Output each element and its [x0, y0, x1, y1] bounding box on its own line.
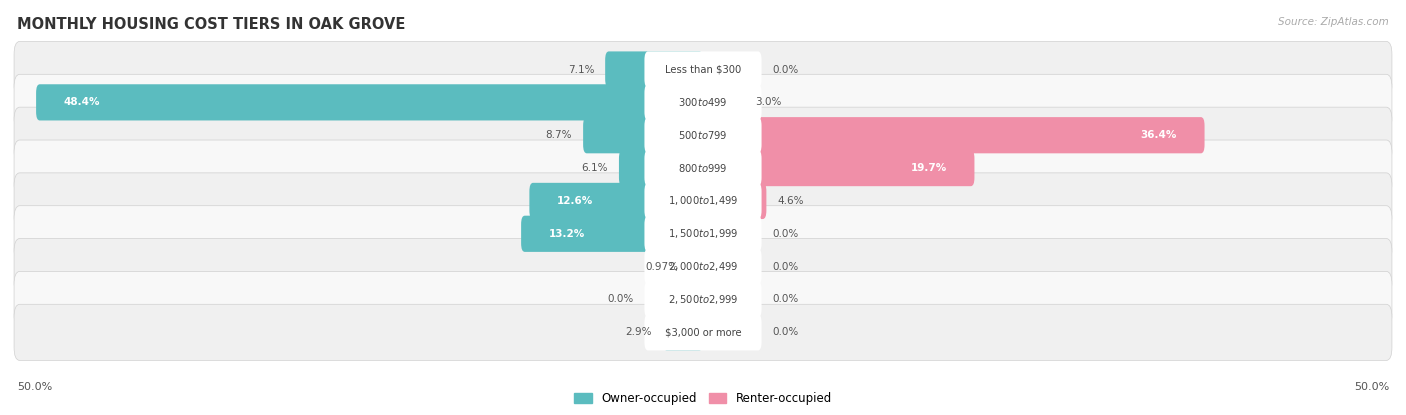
FancyBboxPatch shape — [644, 117, 762, 153]
FancyBboxPatch shape — [703, 150, 974, 186]
Text: 6.1%: 6.1% — [582, 163, 607, 173]
FancyBboxPatch shape — [522, 216, 703, 252]
FancyBboxPatch shape — [644, 249, 762, 285]
FancyBboxPatch shape — [530, 183, 703, 219]
Text: 8.7%: 8.7% — [546, 130, 572, 140]
FancyBboxPatch shape — [619, 150, 703, 186]
Text: 36.4%: 36.4% — [1140, 130, 1177, 140]
Text: $500 to $799: $500 to $799 — [678, 129, 728, 141]
FancyBboxPatch shape — [703, 117, 1205, 153]
FancyBboxPatch shape — [644, 183, 762, 219]
Text: 0.0%: 0.0% — [772, 229, 799, 239]
FancyBboxPatch shape — [644, 216, 762, 252]
Text: $1,500 to $1,999: $1,500 to $1,999 — [668, 227, 738, 240]
Text: $1,000 to $1,499: $1,000 to $1,499 — [668, 195, 738, 208]
FancyBboxPatch shape — [644, 314, 762, 350]
FancyBboxPatch shape — [644, 150, 762, 186]
Text: 2.9%: 2.9% — [626, 327, 652, 337]
FancyBboxPatch shape — [14, 42, 1392, 98]
Text: 12.6%: 12.6% — [557, 196, 593, 206]
Text: 0.0%: 0.0% — [772, 295, 799, 305]
FancyBboxPatch shape — [703, 84, 744, 120]
FancyBboxPatch shape — [664, 314, 703, 350]
Text: 0.0%: 0.0% — [772, 64, 799, 75]
Text: 0.97%: 0.97% — [645, 261, 679, 272]
Text: Less than $300: Less than $300 — [665, 64, 741, 75]
Text: 13.2%: 13.2% — [548, 229, 585, 239]
Text: 19.7%: 19.7% — [911, 163, 946, 173]
FancyBboxPatch shape — [605, 51, 703, 88]
FancyBboxPatch shape — [644, 84, 762, 120]
FancyBboxPatch shape — [583, 117, 703, 153]
FancyBboxPatch shape — [644, 51, 762, 88]
FancyBboxPatch shape — [14, 206, 1392, 262]
FancyBboxPatch shape — [14, 74, 1392, 130]
FancyBboxPatch shape — [14, 173, 1392, 229]
Text: 50.0%: 50.0% — [17, 382, 52, 392]
FancyBboxPatch shape — [703, 183, 766, 219]
Text: Source: ZipAtlas.com: Source: ZipAtlas.com — [1278, 17, 1389, 27]
Text: $300 to $499: $300 to $499 — [678, 96, 728, 108]
FancyBboxPatch shape — [14, 140, 1392, 196]
Text: $2,500 to $2,999: $2,500 to $2,999 — [668, 293, 738, 306]
FancyBboxPatch shape — [689, 249, 703, 285]
Text: 0.0%: 0.0% — [772, 327, 799, 337]
Text: $800 to $999: $800 to $999 — [678, 162, 728, 174]
Text: 48.4%: 48.4% — [63, 98, 100, 107]
Text: 3.0%: 3.0% — [755, 98, 782, 107]
FancyBboxPatch shape — [14, 271, 1392, 327]
Text: $2,000 to $2,499: $2,000 to $2,499 — [668, 260, 738, 273]
Text: MONTHLY HOUSING COST TIERS IN OAK GROVE: MONTHLY HOUSING COST TIERS IN OAK GROVE — [17, 17, 405, 32]
FancyBboxPatch shape — [644, 281, 762, 317]
Legend: Owner-occupied, Renter-occupied: Owner-occupied, Renter-occupied — [569, 387, 837, 410]
FancyBboxPatch shape — [14, 239, 1392, 295]
Text: 7.1%: 7.1% — [568, 64, 595, 75]
FancyBboxPatch shape — [14, 107, 1392, 163]
Text: $3,000 or more: $3,000 or more — [665, 327, 741, 337]
Text: 0.0%: 0.0% — [607, 295, 634, 305]
Text: 4.6%: 4.6% — [778, 196, 804, 206]
FancyBboxPatch shape — [37, 84, 703, 120]
Text: 0.0%: 0.0% — [772, 261, 799, 272]
Text: 50.0%: 50.0% — [1354, 382, 1389, 392]
FancyBboxPatch shape — [14, 304, 1392, 360]
